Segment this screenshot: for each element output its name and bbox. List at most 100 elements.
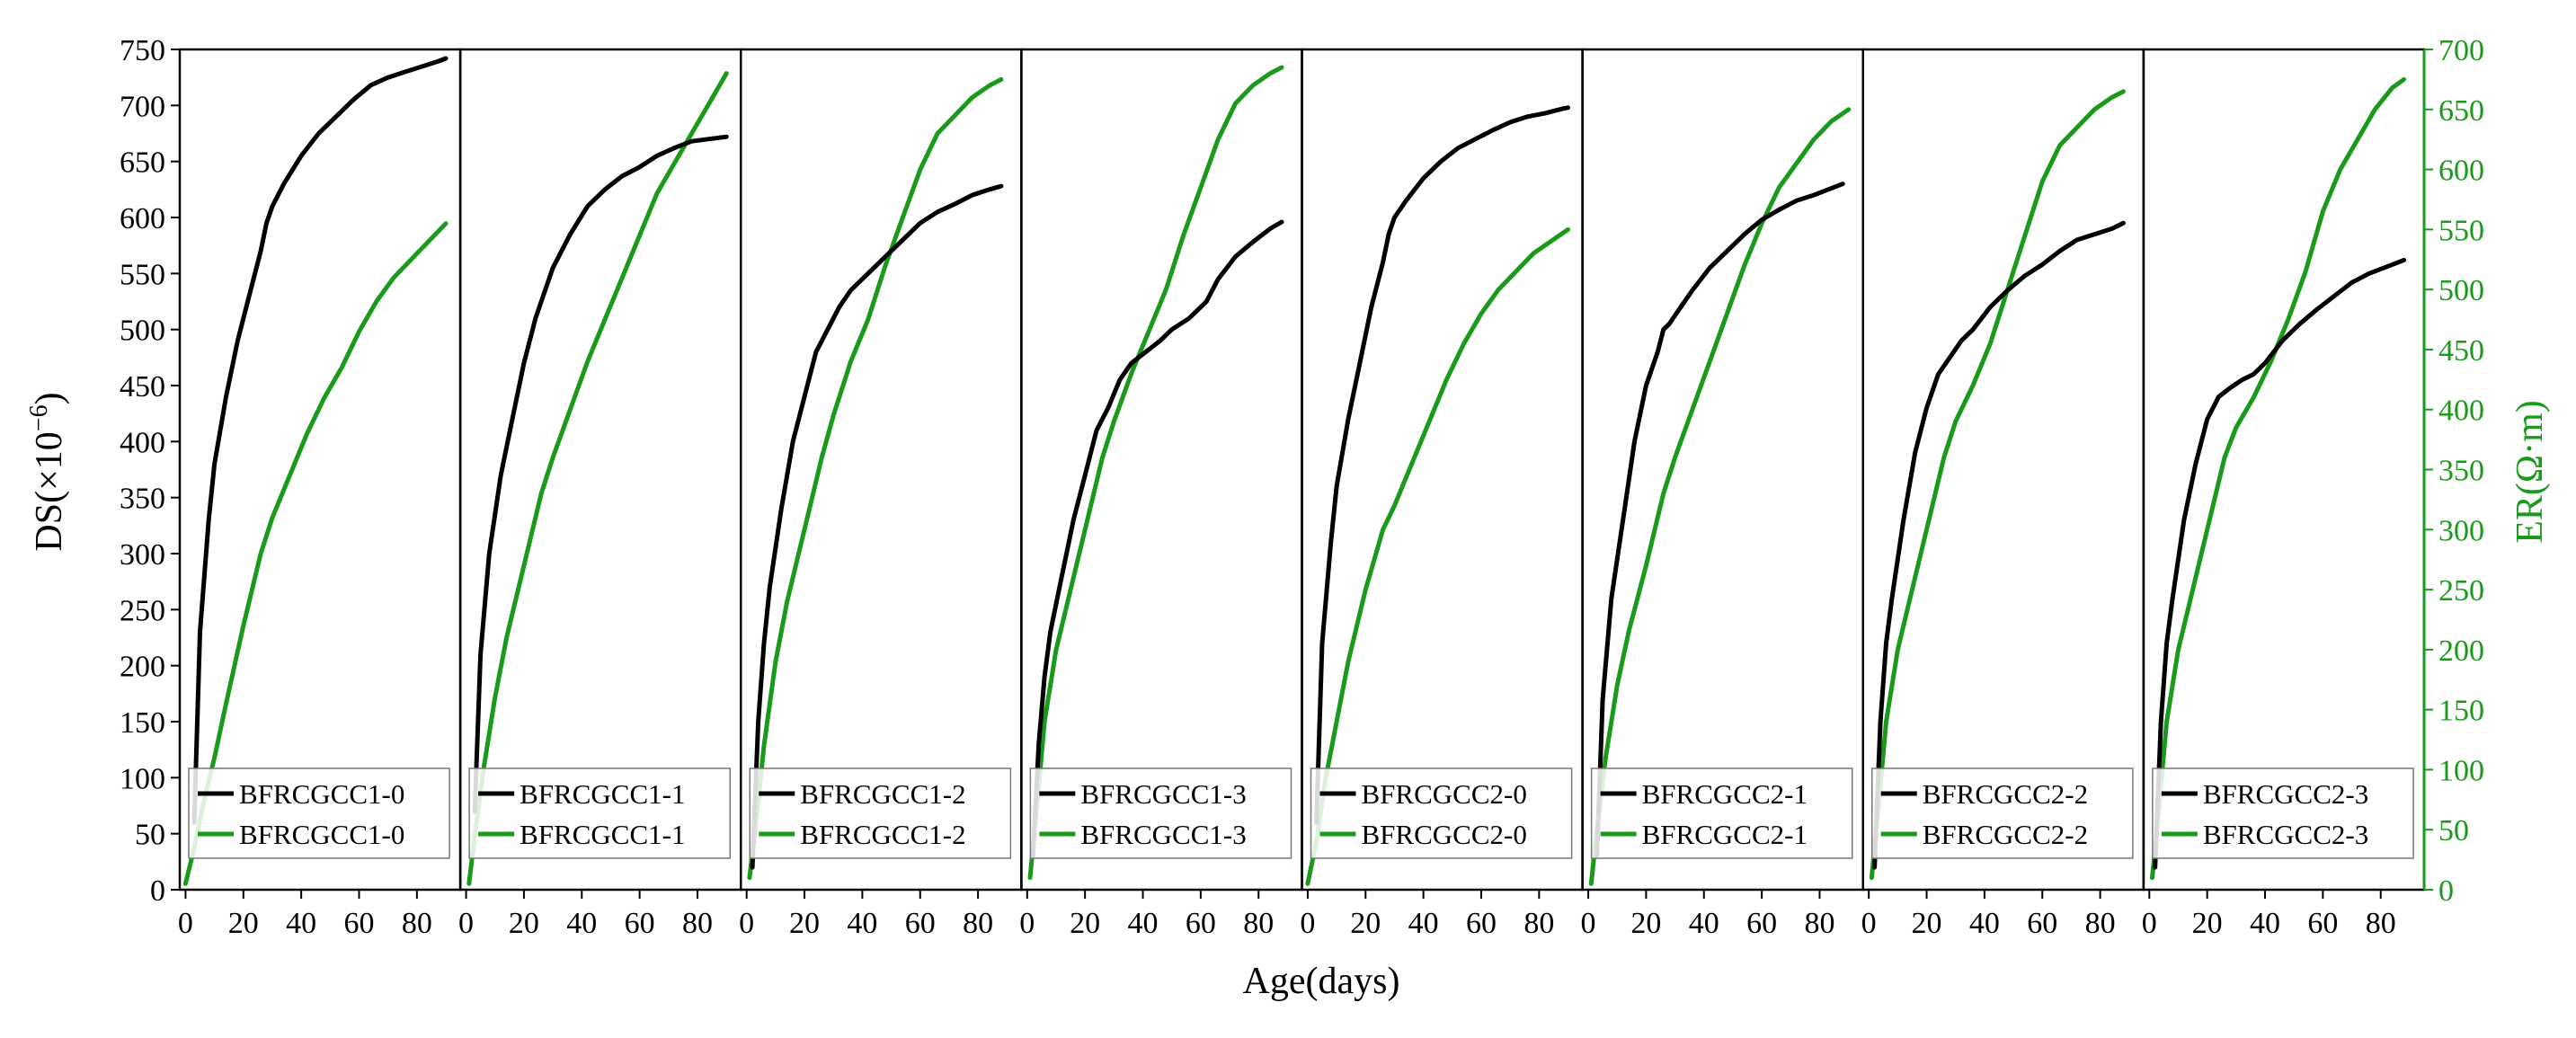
x-tick-label: 80 [682, 907, 713, 940]
legend: BFRCGCC1-1 BFRCGCC1-1 [468, 767, 731, 859]
x-tick-label: 0 [458, 907, 474, 940]
x-tick-label: 40 [1689, 907, 1719, 940]
y-right-tick-label: 0 [2438, 874, 2454, 908]
legend-label-er: BFRCGCC2-2 [1923, 819, 2088, 850]
x-tick-label: 20 [2192, 907, 2223, 940]
y-right-tick-label: 400 [2438, 395, 2484, 428]
legend-label-ds: BFRCGCC1-0 [239, 778, 404, 810]
x-tick-label: 0 [1581, 907, 1596, 940]
y-left-tick-label: 0 [150, 874, 165, 908]
legend: BFRCGCC1-0 BFRCGCC1-0 [188, 767, 450, 859]
y-left-tick-label: 250 [120, 594, 165, 627]
y-left-tick-label: 350 [120, 483, 165, 516]
x-axis-title: Age(days) [1243, 961, 1400, 1002]
ds-series-line [1594, 182, 1845, 859]
x-tick-label: 0 [1861, 907, 1877, 940]
x-tick-label: 0 [1300, 907, 1315, 940]
y-right-tick-label: 200 [2438, 634, 2484, 668]
x-tick-label: 40 [1969, 907, 2000, 940]
legend-label-er: BFRCGCC1-1 [520, 819, 685, 850]
x-tick-label: 60 [625, 907, 655, 940]
x-tick-label: 40 [1408, 907, 1439, 940]
legend-box [1310, 767, 1573, 859]
x-tick-label: 40 [1128, 907, 1159, 940]
legend-box [1871, 767, 2134, 859]
y-left-tick-label: 200 [120, 651, 165, 684]
legend-label-er: BFRCGCC2-3 [2203, 819, 2368, 850]
y-right-tick-label: 50 [2438, 814, 2469, 847]
er-series-line [1588, 107, 1852, 886]
panels-layer: 0 20 40 60 80 BFRCGCC1-0 BFRCGCC1-0 0 20 40 60 80 BF… [178, 48, 2426, 940]
legend-label-ds: BFRCGCC1-1 [520, 778, 685, 810]
x-tick-label: 60 [1186, 907, 1216, 940]
y-right-tick-label: 600 [2438, 155, 2484, 188]
panel-5: 0 20 40 60 80 BFRCGCC2-0 BFRCGCC2-0 [1300, 48, 1584, 940]
panel-frame [1020, 48, 1303, 892]
ds-series-line [1030, 219, 1284, 859]
x-tick-label: 40 [2250, 907, 2280, 940]
panel-3: 0 20 40 60 80 BFRCGCC1-2 BFRCGCC1-2 [739, 48, 1023, 940]
panel-frame [740, 48, 1023, 892]
y-right-tick-label: 100 [2438, 754, 2484, 787]
x-tick-label: 60 [2307, 907, 2338, 940]
y-left-tick-label: 700 [120, 90, 165, 123]
y-left-tick-label: 550 [120, 258, 165, 291]
y-left-tick-label: 500 [120, 315, 165, 348]
y-right-tick-label: 150 [2438, 695, 2484, 728]
legend: BFRCGCC2-2 BFRCGCC2-2 [1871, 767, 2134, 859]
y-right-tick-label: 650 [2438, 94, 2484, 128]
er-series-line [1027, 65, 1284, 881]
x-tick-label: 20 [1070, 907, 1100, 940]
y-left-tick-label: 750 [120, 34, 165, 67]
legend-label-er: BFRCGCC1-0 [239, 819, 404, 850]
panel-7: 0 20 40 60 80 BFRCGCC2-2 BFRCGCC2-2 [1861, 48, 2145, 940]
y-left-tick-label: 150 [120, 706, 165, 740]
panel-frame [1861, 48, 2145, 892]
x-tick-label: 0 [2142, 907, 2157, 940]
legend-box [468, 767, 731, 859]
er-series-line [1305, 226, 1570, 886]
legend: BFRCGCC2-0 BFRCGCC2-0 [1310, 767, 1573, 859]
x-tick-label: 80 [1804, 907, 1834, 940]
legend-label-er: BFRCGCC1-3 [1080, 819, 1246, 850]
y-axis-title-left: DS(×10−6) [25, 392, 70, 551]
x-tick-label: 20 [1912, 907, 1942, 940]
x-tick-label: 0 [1019, 907, 1035, 940]
x-tick-label: 60 [905, 907, 936, 940]
x-tick-label: 40 [847, 907, 877, 940]
x-tick-label: 40 [286, 907, 316, 940]
x-tick-label: 60 [1466, 907, 1497, 940]
x-tick-label: 20 [1630, 907, 1661, 940]
legend: BFRCGCC1-3 BFRCGCC1-3 [1029, 767, 1292, 859]
legend-label-ds: BFRCGCC2-2 [1923, 778, 2088, 810]
legend-label-er: BFRCGCC2-1 [1642, 819, 1808, 850]
legend-label-er: BFRCGCC2-0 [1362, 819, 1527, 850]
panel-frame [1581, 48, 1864, 892]
legend-label-er: BFRCGCC1-2 [800, 819, 965, 850]
y-right-tick-label: 450 [2438, 334, 2484, 368]
x-tick-label: 20 [1350, 907, 1381, 940]
y-left-tick-label: 300 [120, 538, 165, 572]
x-tick-label: 0 [178, 907, 193, 940]
y-right-tick-label: 250 [2438, 574, 2484, 608]
er-series-line [747, 76, 1004, 881]
legend-box [1029, 767, 1292, 859]
ds-series-line [1872, 220, 2126, 870]
x-tick-label: 40 [566, 907, 597, 940]
y-right-tick-label: 700 [2438, 34, 2484, 67]
panel-8: 0 20 40 60 80 BFRCGCC2-3 BFRCGCC2-3 [2142, 48, 2426, 940]
legend-label-ds: BFRCGCC2-0 [1362, 778, 1527, 810]
legend-box [1590, 767, 1853, 859]
ds-series-line [1314, 105, 1570, 825]
x-tick-label: 60 [344, 907, 375, 940]
x-tick-label: 80 [2085, 907, 2116, 940]
panel-1: 0 20 40 60 80 BFRCGCC1-0 BFRCGCC1-0 [178, 48, 462, 940]
panel-frame [2142, 48, 2426, 892]
x-tick-label: 20 [228, 907, 259, 940]
y-left-tick-label: 650 [120, 146, 165, 180]
x-tick-label: 80 [963, 907, 993, 940]
legend-box [188, 767, 450, 859]
ds-series-line [191, 56, 449, 825]
panel-frame [1301, 48, 1584, 892]
